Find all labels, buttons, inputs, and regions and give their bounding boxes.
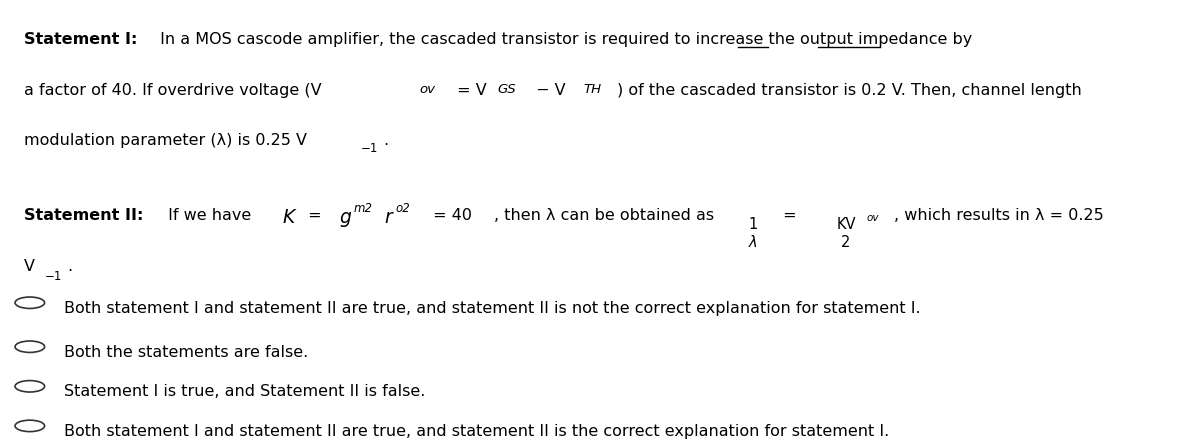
Text: =: =: [303, 208, 327, 223]
Text: Both the statements are false.: Both the statements are false.: [64, 345, 308, 360]
Text: In a MOS cascode amplifier, the cascaded transistor is required to increase the : In a MOS cascode amplifier, the cascaded…: [155, 32, 972, 47]
Text: Statement I:: Statement I:: [24, 32, 137, 47]
Text: λ: λ: [748, 234, 757, 250]
Text: r: r: [385, 208, 392, 227]
Text: 2: 2: [842, 234, 850, 250]
Text: o2: o2: [395, 202, 411, 214]
Text: K: K: [282, 208, 295, 227]
Text: .: .: [67, 259, 72, 274]
Text: −1: −1: [45, 270, 62, 283]
Text: ) of the cascaded transistor is 0.2 V. Then, channel length: ) of the cascaded transistor is 0.2 V. T…: [618, 83, 1082, 98]
Text: =: =: [778, 208, 802, 223]
Text: ov: ov: [867, 214, 879, 223]
Text: a factor of 40. If overdrive voltage (V: a factor of 40. If overdrive voltage (V: [24, 83, 322, 98]
Text: Statement I is true, and Statement II is false.: Statement I is true, and Statement II is…: [64, 384, 425, 399]
Text: KV: KV: [836, 217, 856, 232]
Text: m2: m2: [354, 202, 373, 214]
Text: Both statement I and statement II are true, and statement II is not the correct : Both statement I and statement II are tr…: [64, 301, 920, 316]
Text: TH: TH: [584, 83, 601, 96]
Text: Both statement I and statement II are true, and statement II is the correct expl: Both statement I and statement II are tr…: [64, 424, 889, 439]
Text: − V: − V: [532, 83, 566, 98]
Text: , which results in λ = 0.25: , which results in λ = 0.25: [894, 208, 1103, 223]
Text: g: g: [339, 208, 350, 227]
Text: = V: = V: [451, 83, 487, 98]
Text: 1: 1: [748, 217, 758, 232]
Text: V: V: [24, 259, 36, 274]
Text: −1: −1: [361, 142, 378, 155]
Text: If we have: If we have: [163, 208, 256, 223]
Text: GS: GS: [497, 83, 515, 96]
Text: Statement II:: Statement II:: [24, 208, 143, 223]
Text: , then λ can be obtained as: , then λ can be obtained as: [494, 208, 719, 223]
Text: .: .: [384, 133, 388, 148]
Text: modulation parameter (λ) is 0.25 V: modulation parameter (λ) is 0.25 V: [24, 133, 307, 148]
Text: = 40: = 40: [427, 208, 471, 223]
Text: ov: ov: [419, 83, 436, 96]
